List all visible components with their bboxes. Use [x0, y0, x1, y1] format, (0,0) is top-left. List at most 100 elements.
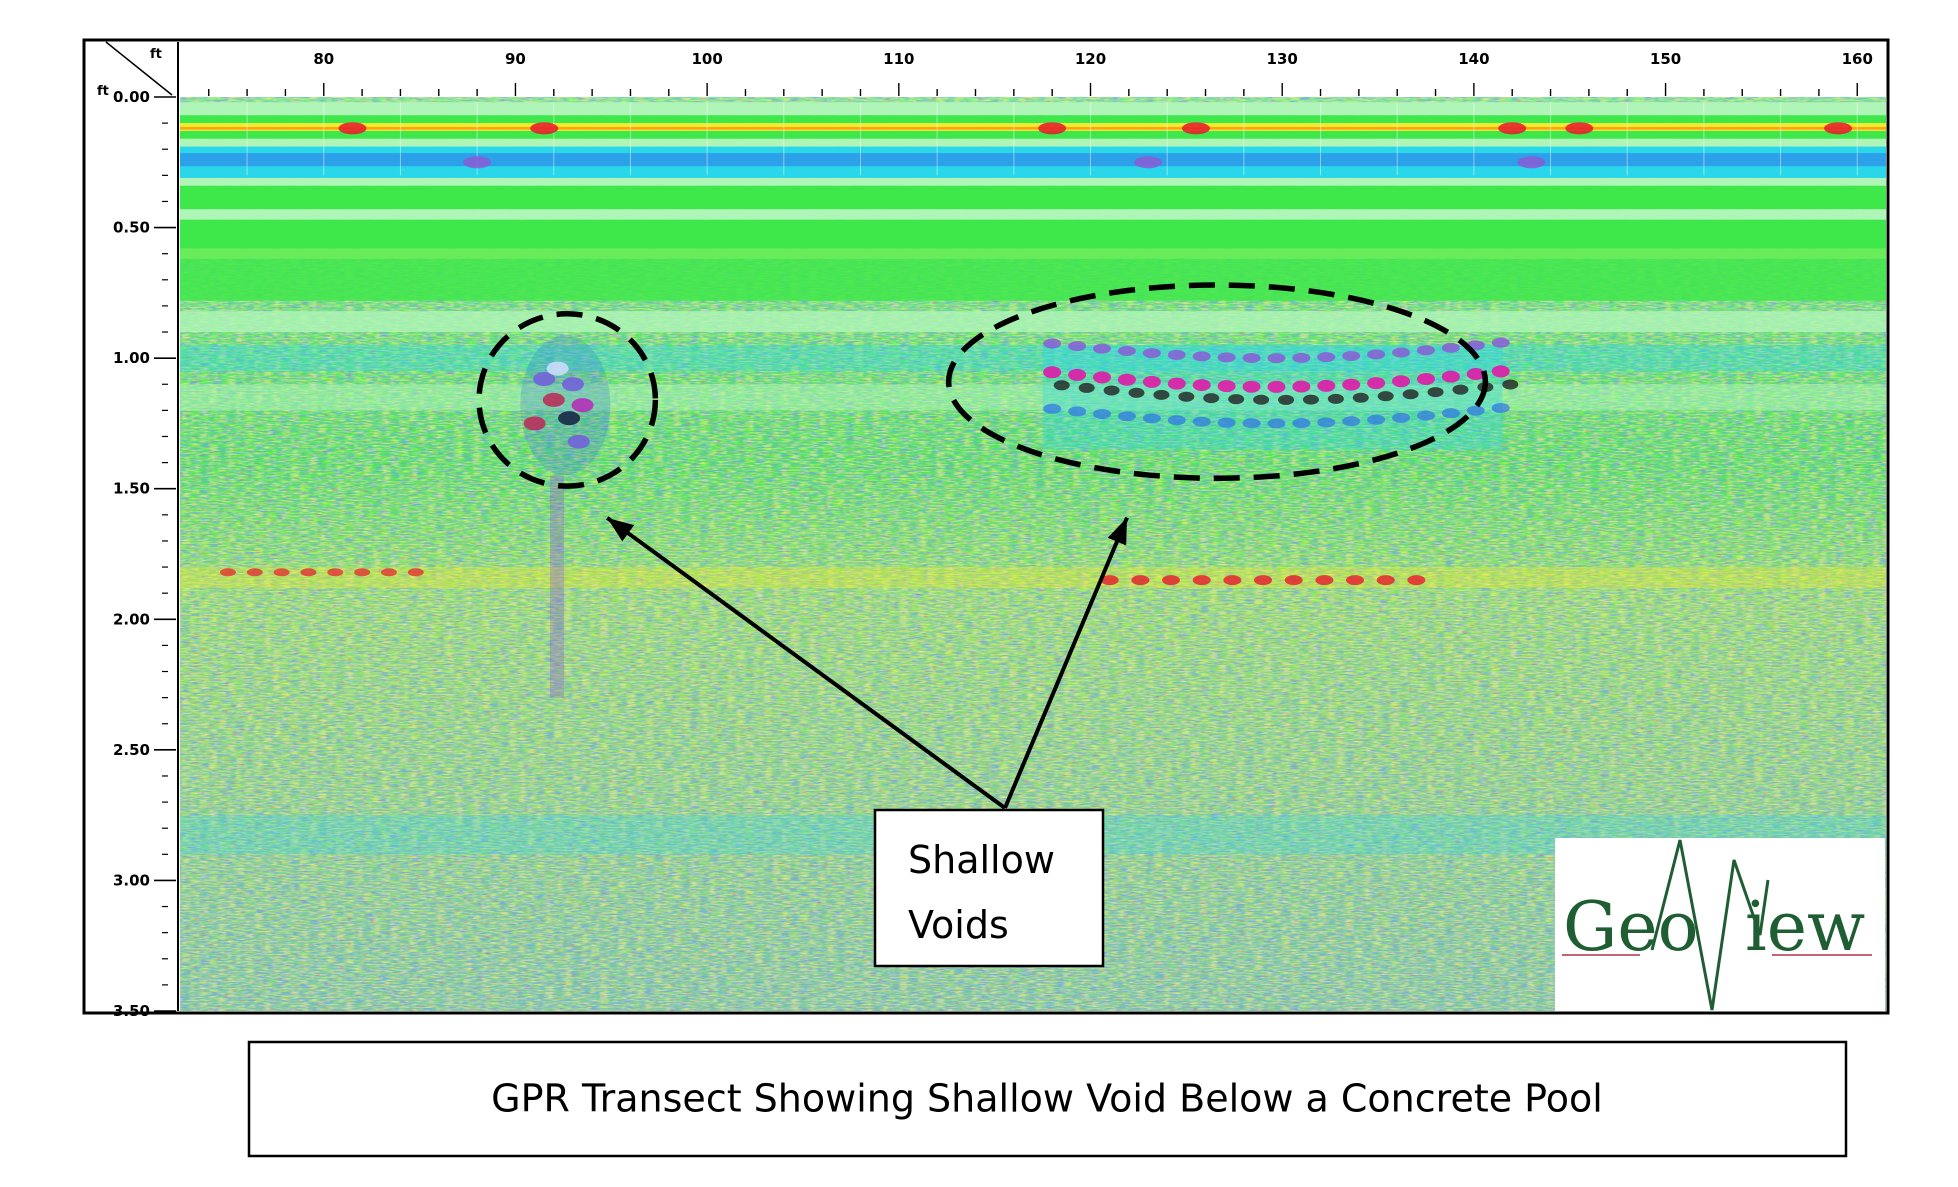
void-reflection-spot: [1068, 368, 1087, 381]
void-halo: [520, 335, 611, 476]
deep-reflection-spot: [273, 568, 290, 577]
void-reflection-spot: [1242, 418, 1261, 429]
void-reflection-spot: [1093, 408, 1112, 419]
void-reflection-spot: [1416, 345, 1435, 356]
void-reflection-spot: [1192, 416, 1211, 427]
reflection-band: [180, 115, 1886, 124]
deep-reflection-spot: [1284, 575, 1303, 586]
logo-waveform-mark: [1650, 839, 1770, 1011]
x-tick-label: 100: [691, 50, 722, 68]
y-tick-label: 3.00: [113, 871, 150, 889]
void-reflection-spot: [1392, 375, 1411, 388]
void-reflection-spot: [1167, 349, 1186, 360]
reflection-band: [180, 153, 1886, 167]
void-reflection-spot: [1466, 368, 1485, 381]
logo-background: [1555, 838, 1885, 1011]
void-reflection-spot: [1053, 380, 1070, 391]
void-reflection-spot: [1192, 379, 1211, 392]
void-reflection-spot: [1178, 391, 1195, 402]
callout-arrow: [1003, 516, 1129, 809]
void-tail: [549, 475, 564, 698]
y-axis-unit-label: ft: [97, 84, 109, 99]
void-reflection-spot: [1242, 352, 1261, 363]
void-reflection-spot: [1502, 379, 1519, 390]
x-tick-label: 150: [1650, 50, 1681, 68]
void-reflection-spot: [1367, 349, 1386, 360]
void-reflection-spot: [1142, 413, 1161, 424]
void-reflections: [219, 335, 1519, 698]
void-reflection-spot: [1228, 394, 1245, 405]
void-reflection-spot: [1441, 370, 1460, 383]
surface-hotspot: [1517, 156, 1546, 169]
x-axis-unit-label: ft: [150, 47, 162, 62]
reflection-band: [180, 209, 1886, 220]
x-tick-label: 90: [505, 50, 526, 68]
void-reflection-spot: [1217, 352, 1236, 363]
x-tick-label: 80: [313, 50, 334, 68]
callout-box: [873, 808, 1105, 968]
void-reflection-spot: [1342, 378, 1361, 391]
void-dashed-ellipse: [476, 310, 659, 489]
deep-reflection-spot: [246, 568, 263, 577]
deep-reflection-spot: [1346, 575, 1365, 586]
surface-hotspot: [1824, 122, 1853, 135]
x-axis: 80 90 100 110 120 130 140 150 160: [208, 50, 1873, 96]
void-reflection-spot: [1441, 342, 1460, 353]
x-tick-label: 130: [1267, 50, 1298, 68]
void-reflection-spot: [1317, 379, 1336, 392]
deep-reflection-spot: [219, 568, 236, 577]
void-reflection-spot: [1491, 365, 1510, 378]
void-reflection-spot: [558, 411, 581, 426]
void-annotations: [476, 282, 1489, 810]
reflection-band: [180, 384, 1886, 411]
callout-line-2: Voids: [908, 903, 1009, 947]
surface-hotspot: [1565, 122, 1594, 135]
y-tick-label: 3.50: [113, 1002, 150, 1020]
reflection-band: [180, 127, 1886, 130]
deep-reflection-spot: [1192, 575, 1211, 586]
caption: GPR Transect Showing Shallow Void Below …: [247, 1040, 1848, 1158]
x-tick-label: 140: [1458, 50, 1489, 68]
deep-reflection-spot: [300, 568, 317, 577]
void-reflection-spot: [1327, 393, 1344, 404]
void-dashed-ellipse: [945, 282, 1489, 482]
logo-text-right: iew: [1745, 888, 1865, 967]
void-reflection-spot: [1292, 418, 1311, 429]
reflection-band: [180, 219, 1886, 249]
axis-corner-divider: [105, 41, 173, 96]
x-tick-label: 110: [883, 50, 914, 68]
reflection-band: [180, 177, 1886, 186]
callout-arrowhead: [1107, 517, 1128, 546]
reflection-band: [180, 258, 1886, 301]
y-tick-label: 0.50: [113, 219, 150, 237]
void-reflection-spot: [1078, 382, 1095, 393]
reflection-band: [180, 311, 1886, 333]
void-reflection-spot: [1217, 380, 1236, 393]
void-reflection-spot: [1427, 387, 1444, 398]
deep-reflection-spot: [1131, 575, 1150, 586]
surface-hotspot: [530, 122, 559, 135]
reflection-band: [180, 185, 1886, 210]
void-reflection-spot: [1167, 377, 1186, 390]
void-reflection-spot: [1267, 418, 1286, 429]
void-reflection-spot: [1167, 415, 1186, 426]
void-reflection-spot: [1367, 377, 1386, 390]
reflection-band: [180, 130, 1886, 139]
reflection-bands: [180, 102, 1886, 855]
reflection-band: [180, 102, 1886, 116]
void-reflection-spot: [1142, 348, 1161, 359]
void-reflection-spot: [1103, 385, 1120, 396]
logo-text-left: Geo: [1563, 888, 1699, 967]
void-reflection-spot: [1043, 366, 1062, 379]
void-reflection-spot: [1093, 371, 1112, 384]
void-reflection-spot: [1068, 341, 1087, 352]
callout-arrowhead: [607, 517, 635, 542]
void-reflection-spot: [546, 361, 569, 376]
void-reflection-spot: [1402, 389, 1419, 400]
void-reflection-spot: [1068, 406, 1087, 417]
void-reflection-spot: [523, 416, 546, 431]
void-reflection-spot: [1267, 380, 1286, 393]
void-reflection-spot: [1292, 380, 1311, 393]
void-reflection-spot: [561, 377, 584, 392]
